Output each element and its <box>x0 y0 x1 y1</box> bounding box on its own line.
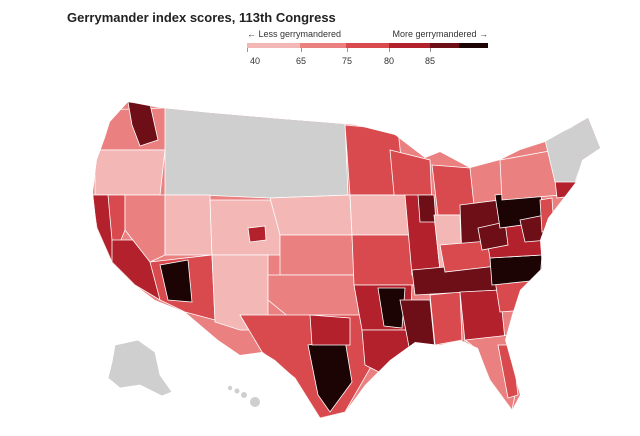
region-missouri <box>351 234 416 286</box>
legend-tick-40: 40 <box>249 56 261 66</box>
legend-swatch-1 <box>247 43 301 48</box>
region-north-carolina <box>489 254 543 286</box>
legend-swatch-2 <box>300 43 346 48</box>
region-denver <box>247 225 267 243</box>
region-oklahoma <box>267 274 363 319</box>
legend-less-label: ← Less gerrymandered <box>247 29 342 39</box>
region-west-virginia <box>477 221 509 251</box>
color-legend: ← Less gerrymandered More gerrymandered … <box>247 29 488 69</box>
legend-swatch-4 <box>389 43 431 48</box>
region-kansas <box>279 234 355 276</box>
region-new-jersey <box>539 197 555 233</box>
region-utah <box>164 194 213 256</box>
region-arkansas-east <box>377 287 406 329</box>
legend-swatch-3 <box>345 43 390 48</box>
region-new-england <box>544 115 600 183</box>
legend-color-bar <box>247 43 488 48</box>
region-alaska <box>107 339 173 397</box>
region-alabama <box>429 291 463 346</box>
legend-tick-75: 75 <box>341 56 353 66</box>
region-dallas <box>309 314 351 346</box>
region-colorado <box>209 199 281 256</box>
map-title: Gerrymander index scores, 113th Congress <box>67 10 336 25</box>
legend-ticks: 40 65 75 80 85 <box>247 48 488 66</box>
legend-tick-80: 80 <box>383 56 395 66</box>
region-nebraska <box>269 194 353 236</box>
region-hawaii <box>227 385 260 407</box>
region-iowa <box>349 194 411 236</box>
region-idaho-montana-wyoming <box>164 107 349 199</box>
legend-tick-85: 85 <box>424 56 436 66</box>
legend-swatch-5 <box>430 43 460 48</box>
region-nevada <box>124 194 166 263</box>
region-chicago <box>417 194 437 223</box>
region-oregon <box>94 149 166 196</box>
legend-more-label: More gerrymandered → <box>392 29 488 39</box>
region-phoenix <box>159 259 193 303</box>
legend-swatch-6 <box>459 43 488 48</box>
legend-tick-65: 65 <box>295 56 307 66</box>
